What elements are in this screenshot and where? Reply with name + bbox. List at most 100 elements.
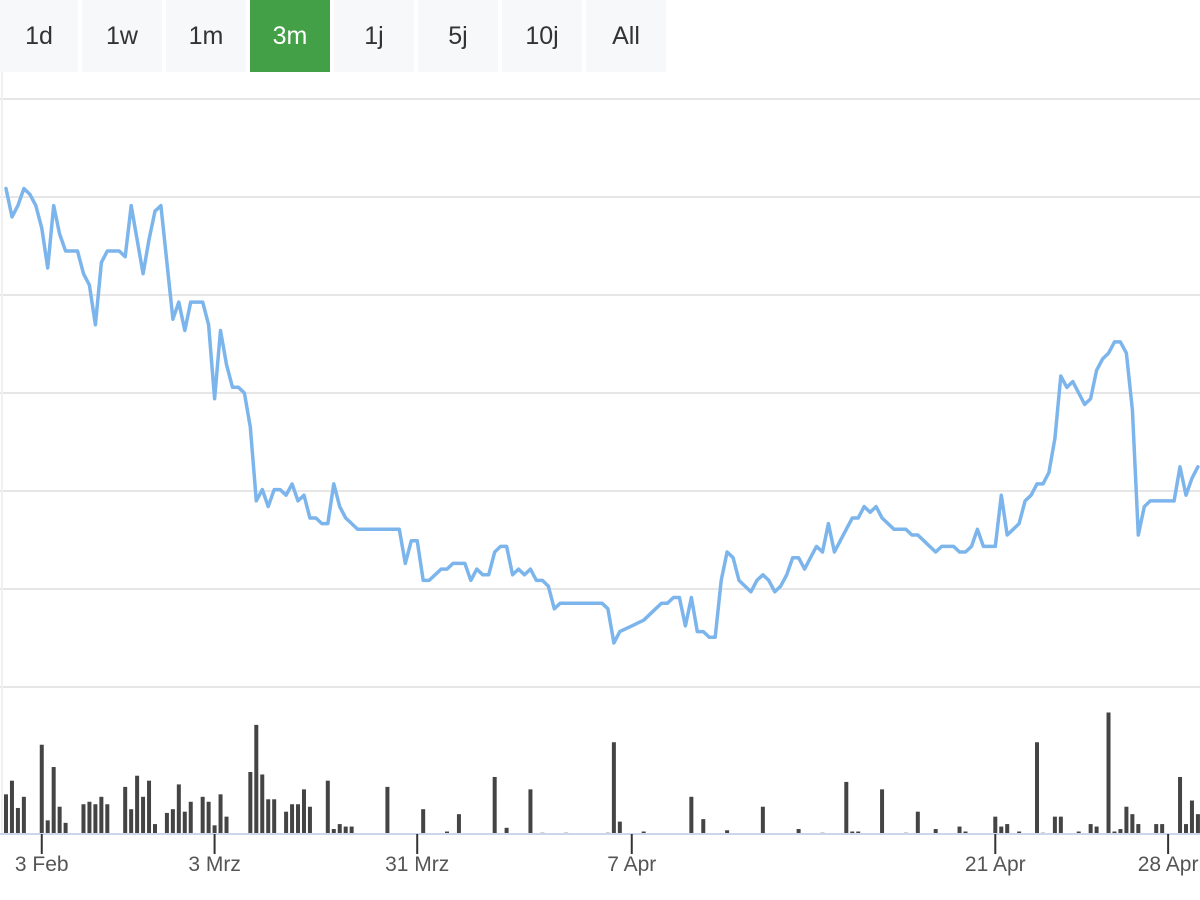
volume-bar bbox=[796, 829, 801, 834]
volume-bar bbox=[1088, 824, 1093, 834]
volume-bar bbox=[307, 806, 312, 834]
volume-bar bbox=[123, 786, 128, 834]
volume-bar bbox=[617, 821, 622, 834]
volume-bar bbox=[39, 744, 44, 834]
range-button-all[interactable]: All bbox=[586, 0, 666, 72]
range-button-1w[interactable]: 1w bbox=[82, 0, 162, 72]
volume-bar bbox=[224, 816, 229, 834]
volume-bar bbox=[170, 809, 175, 834]
volume-bar bbox=[4, 794, 8, 834]
volume-bar bbox=[218, 794, 223, 834]
volume-bar bbox=[528, 789, 533, 834]
volume-bar bbox=[45, 820, 50, 834]
volume-bar bbox=[1195, 814, 1200, 834]
volume-bar bbox=[164, 812, 169, 834]
x-tick-label: 7 Apr bbox=[607, 853, 656, 876]
range-selector: 1d 1w 1m 3m 1j 5j 10j All bbox=[0, 0, 670, 72]
price-line bbox=[4, 186, 1200, 645]
x-tick-label: 21 Apr bbox=[965, 853, 1026, 876]
volume-bar bbox=[915, 811, 920, 834]
volume-bar bbox=[504, 827, 509, 834]
x-tick-label: 31 Mrz bbox=[385, 853, 449, 876]
volume-bar bbox=[957, 826, 962, 834]
volume-bar bbox=[135, 775, 140, 834]
volume-bar bbox=[760, 806, 765, 834]
volume-bar bbox=[141, 796, 146, 834]
volume-bar bbox=[200, 796, 205, 834]
volume-bar bbox=[1118, 829, 1123, 834]
volume-bar bbox=[248, 772, 253, 834]
volume-bar bbox=[182, 811, 187, 834]
volume-bar bbox=[87, 801, 92, 834]
volume-bar bbox=[1017, 831, 1022, 834]
range-button-3m[interactable]: 3m bbox=[250, 0, 330, 72]
volume-bar bbox=[57, 806, 62, 834]
volume-bar bbox=[1035, 742, 1040, 834]
volume-bar bbox=[1154, 824, 1159, 834]
volume-bar bbox=[725, 830, 730, 834]
volume-bar bbox=[63, 822, 68, 834]
volume-bar bbox=[301, 789, 306, 834]
volume-bar bbox=[325, 780, 330, 834]
volume-bar bbox=[349, 826, 354, 834]
volume-bar bbox=[129, 809, 134, 834]
volume-bar bbox=[1130, 814, 1135, 834]
volume-bar bbox=[689, 796, 694, 834]
volume-bar bbox=[212, 825, 217, 834]
volume-bar bbox=[701, 819, 706, 834]
volume-bar bbox=[850, 831, 855, 834]
volume-bar bbox=[1052, 816, 1057, 834]
volume-bar bbox=[188, 801, 193, 834]
range-button-10j[interactable]: 10j bbox=[502, 0, 582, 72]
volume-bar bbox=[1076, 831, 1081, 834]
volume-bar bbox=[1136, 824, 1141, 834]
grid-lines bbox=[0, 72, 1200, 834]
volume-bar bbox=[343, 826, 348, 834]
volume-bar bbox=[1005, 824, 1010, 834]
volume-bar bbox=[51, 767, 56, 834]
volume-bar bbox=[331, 829, 336, 834]
range-button-1d[interactable]: 1d bbox=[0, 0, 78, 72]
volume-bar bbox=[1124, 806, 1129, 834]
volume-bar bbox=[81, 804, 86, 834]
volume-bar bbox=[492, 776, 497, 834]
volume-bar bbox=[21, 796, 26, 834]
x-axis: 3 Feb 3 Mrz 31 Mrz 7 Apr 21 Apr 28 Apr bbox=[0, 833, 1200, 876]
volume-bar bbox=[1160, 824, 1165, 834]
x-tick-label: 3 Feb bbox=[15, 853, 69, 876]
volume-bar bbox=[206, 801, 211, 834]
volume-bar bbox=[1106, 712, 1111, 834]
volume-bar bbox=[284, 811, 289, 834]
volume-bar bbox=[641, 831, 646, 834]
volume-bar bbox=[260, 774, 265, 834]
volume-bars bbox=[4, 712, 1200, 834]
volume-bar bbox=[385, 786, 390, 834]
volume-bar bbox=[880, 789, 885, 834]
volume-bar bbox=[993, 816, 998, 834]
volume-bar bbox=[856, 831, 861, 834]
x-tick-label: 3 Mrz bbox=[188, 853, 241, 876]
volume-bar bbox=[1184, 824, 1188, 834]
volume-bar bbox=[176, 784, 181, 834]
volume-bar bbox=[99, 796, 104, 834]
price-series bbox=[4, 186, 1200, 645]
range-button-1m[interactable]: 1m bbox=[166, 0, 246, 72]
volume-bar bbox=[93, 804, 98, 834]
x-tick-label: 28 Apr bbox=[1138, 853, 1199, 876]
volume-bar bbox=[1112, 831, 1117, 834]
volume-bar bbox=[290, 804, 295, 834]
volume-bar bbox=[1058, 816, 1063, 834]
volume-bar bbox=[147, 780, 152, 834]
volume-bar bbox=[15, 807, 20, 834]
volume-bar bbox=[1178, 776, 1183, 834]
range-button-1j[interactable]: 1j bbox=[334, 0, 414, 72]
volume-bar bbox=[254, 724, 259, 834]
volume-bar bbox=[844, 781, 849, 834]
range-button-5j[interactable]: 5j bbox=[418, 0, 498, 72]
volume-bar bbox=[611, 742, 616, 834]
volume-bar bbox=[105, 804, 110, 834]
volume-bar bbox=[152, 824, 157, 834]
volume-bar bbox=[1189, 800, 1194, 834]
volume-bar bbox=[999, 826, 1004, 834]
